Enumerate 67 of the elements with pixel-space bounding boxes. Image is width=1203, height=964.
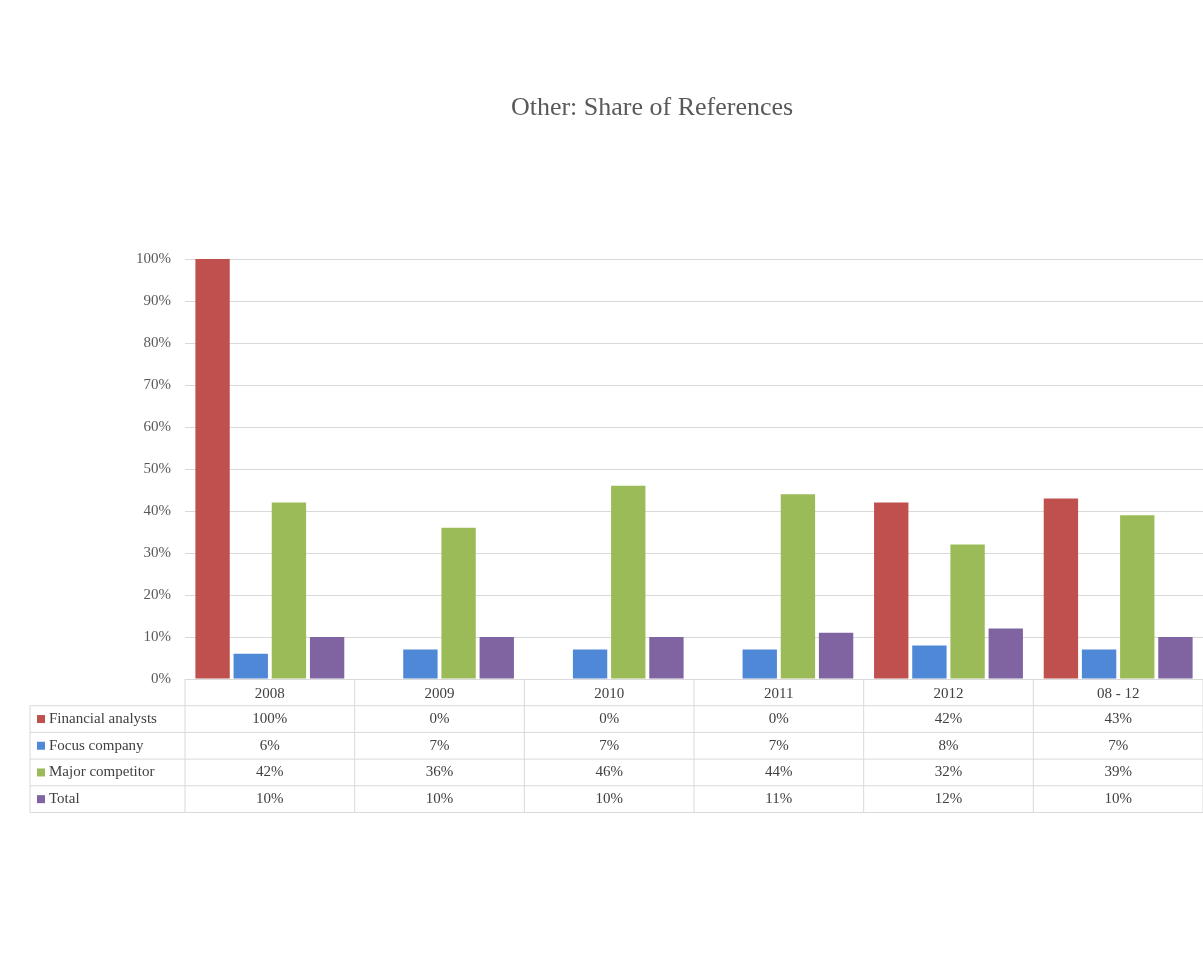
legend-label: Major competitor: [49, 763, 155, 780]
bar: [1081, 649, 1117, 679]
bar: [988, 628, 1023, 679]
data-label: 43%: [1104, 709, 1132, 726]
bar: [780, 494, 816, 679]
data-label: 6%: [259, 736, 280, 753]
bar: [742, 649, 777, 679]
data-label: 36%: [425, 763, 454, 780]
y-tick-label: 80%: [143, 333, 171, 350]
data-label: 39%: [1104, 763, 1132, 780]
bar: [912, 645, 947, 679]
data-label: 10%: [256, 790, 284, 807]
data-label: 11%: [765, 790, 793, 807]
data-label: 7%: [768, 736, 789, 753]
bar: [818, 632, 854, 679]
bar: [195, 259, 230, 679]
data-label: 7%: [599, 736, 620, 753]
data-label: 7%: [429, 736, 450, 753]
chart-title: Other: Share of References: [510, 91, 794, 121]
x-tick-label: 2010: [594, 684, 625, 701]
data-label: 42%: [934, 709, 963, 726]
data-label: 46%: [595, 763, 623, 780]
bar: [403, 649, 438, 679]
bar: [572, 649, 608, 679]
data-label: 7%: [1108, 736, 1129, 753]
bar: [1120, 515, 1155, 679]
data-label: 10%: [1104, 790, 1132, 807]
data-label: 8%: [938, 736, 959, 753]
y-tick-label: 60%: [143, 417, 171, 434]
bar: [271, 502, 307, 679]
y-tick-label: 50%: [143, 459, 171, 476]
bar: [479, 637, 514, 679]
data-label: 10%: [425, 790, 454, 807]
y-tick-label: 30%: [143, 543, 171, 560]
data-label: 0%: [429, 709, 450, 726]
legend-label: Financial analysts: [49, 709, 158, 726]
x-tick-label: 2012: [933, 684, 964, 701]
x-tick-label: 2009: [424, 684, 455, 701]
y-tick-label: 90%: [143, 291, 171, 308]
data-label: 100%: [252, 709, 288, 726]
data-label: 0%: [599, 709, 620, 726]
legend-label: Focus company: [49, 736, 145, 753]
y-tick-label: 0%: [151, 669, 171, 686]
y-tick-label: 20%: [143, 585, 171, 602]
bar: [1043, 498, 1079, 679]
data-label: 10%: [595, 790, 623, 807]
bar: [441, 527, 476, 679]
bar: [233, 653, 268, 679]
data-label: 32%: [934, 763, 963, 780]
data-label: 12%: [934, 790, 963, 807]
data-label: 0%: [768, 709, 789, 726]
y-tick-label: 70%: [143, 375, 171, 392]
data-label: 44%: [765, 763, 793, 780]
x-tick-label: 2008: [254, 684, 285, 701]
bar: [649, 637, 684, 679]
bar: [874, 502, 909, 679]
y-tick-label: 10%: [143, 627, 171, 644]
bar: [309, 637, 345, 679]
bar: [950, 544, 985, 679]
x-tick-label: 08 - 12: [1096, 684, 1140, 701]
bar: [1158, 637, 1193, 679]
x-tick-label: 2011: [764, 684, 794, 701]
bar: [611, 485, 646, 679]
legend-label: Total: [49, 790, 80, 807]
y-tick-label: 40%: [143, 501, 171, 518]
y-tick-label: 100%: [136, 249, 171, 266]
data-label: 42%: [256, 763, 284, 780]
